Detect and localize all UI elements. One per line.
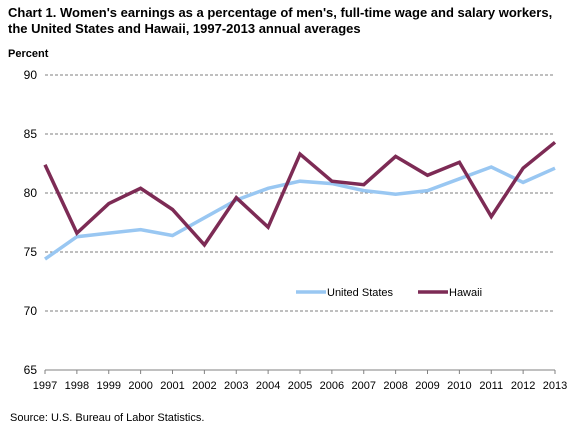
y-tick-label: 75	[24, 245, 38, 259]
x-tick-label: 2011	[479, 380, 503, 392]
series-line-hawaii	[43, 140, 557, 248]
y-axis-label: Percent	[8, 48, 49, 60]
x-tick-label: 2003	[224, 380, 248, 392]
x-tick-label: 2005	[288, 380, 312, 392]
x-tick-label: 2013	[543, 380, 567, 392]
y-tick-label: 65	[24, 363, 38, 377]
x-tick-label: 2007	[352, 380, 376, 392]
x-tick-label: 1999	[97, 380, 121, 392]
x-tick-label: 2006	[320, 380, 344, 392]
x-tick-label: 2000	[128, 380, 152, 392]
series-lines	[43, 140, 557, 261]
x-tick-label: 2009	[415, 380, 439, 392]
y-tick-label: 85	[24, 127, 38, 141]
source-note: Source: U.S. Bureau of Labor Statistics.	[10, 412, 205, 424]
x-tick-label: 2001	[160, 380, 184, 392]
x-tick-label: 2004	[256, 380, 280, 392]
legend-label-united-states: United States	[327, 287, 394, 299]
y-tick-label: 90	[24, 68, 38, 82]
x-tick-label: 2010	[447, 380, 471, 392]
x-tick-label: 1997	[33, 380, 57, 392]
series-line-united-states	[43, 165, 556, 261]
y-tick-label: 80	[24, 186, 38, 200]
x-tick-label: 1998	[65, 380, 89, 392]
x-tick-label: 2008	[383, 380, 407, 392]
x-tick-label: 2002	[192, 380, 216, 392]
chart-title: Chart 1. Women's earnings as a percentag…	[8, 5, 553, 36]
legend-label-hawaii: Hawaii	[449, 287, 482, 299]
axes: 65 70 75 80 85 90 1997 1998 1999 2000 2001 2002 2003…	[24, 68, 568, 392]
legend: United States Hawaii	[296, 287, 482, 299]
x-tick-label: 2012	[511, 380, 535, 392]
y-tick-label: 70	[24, 304, 38, 318]
